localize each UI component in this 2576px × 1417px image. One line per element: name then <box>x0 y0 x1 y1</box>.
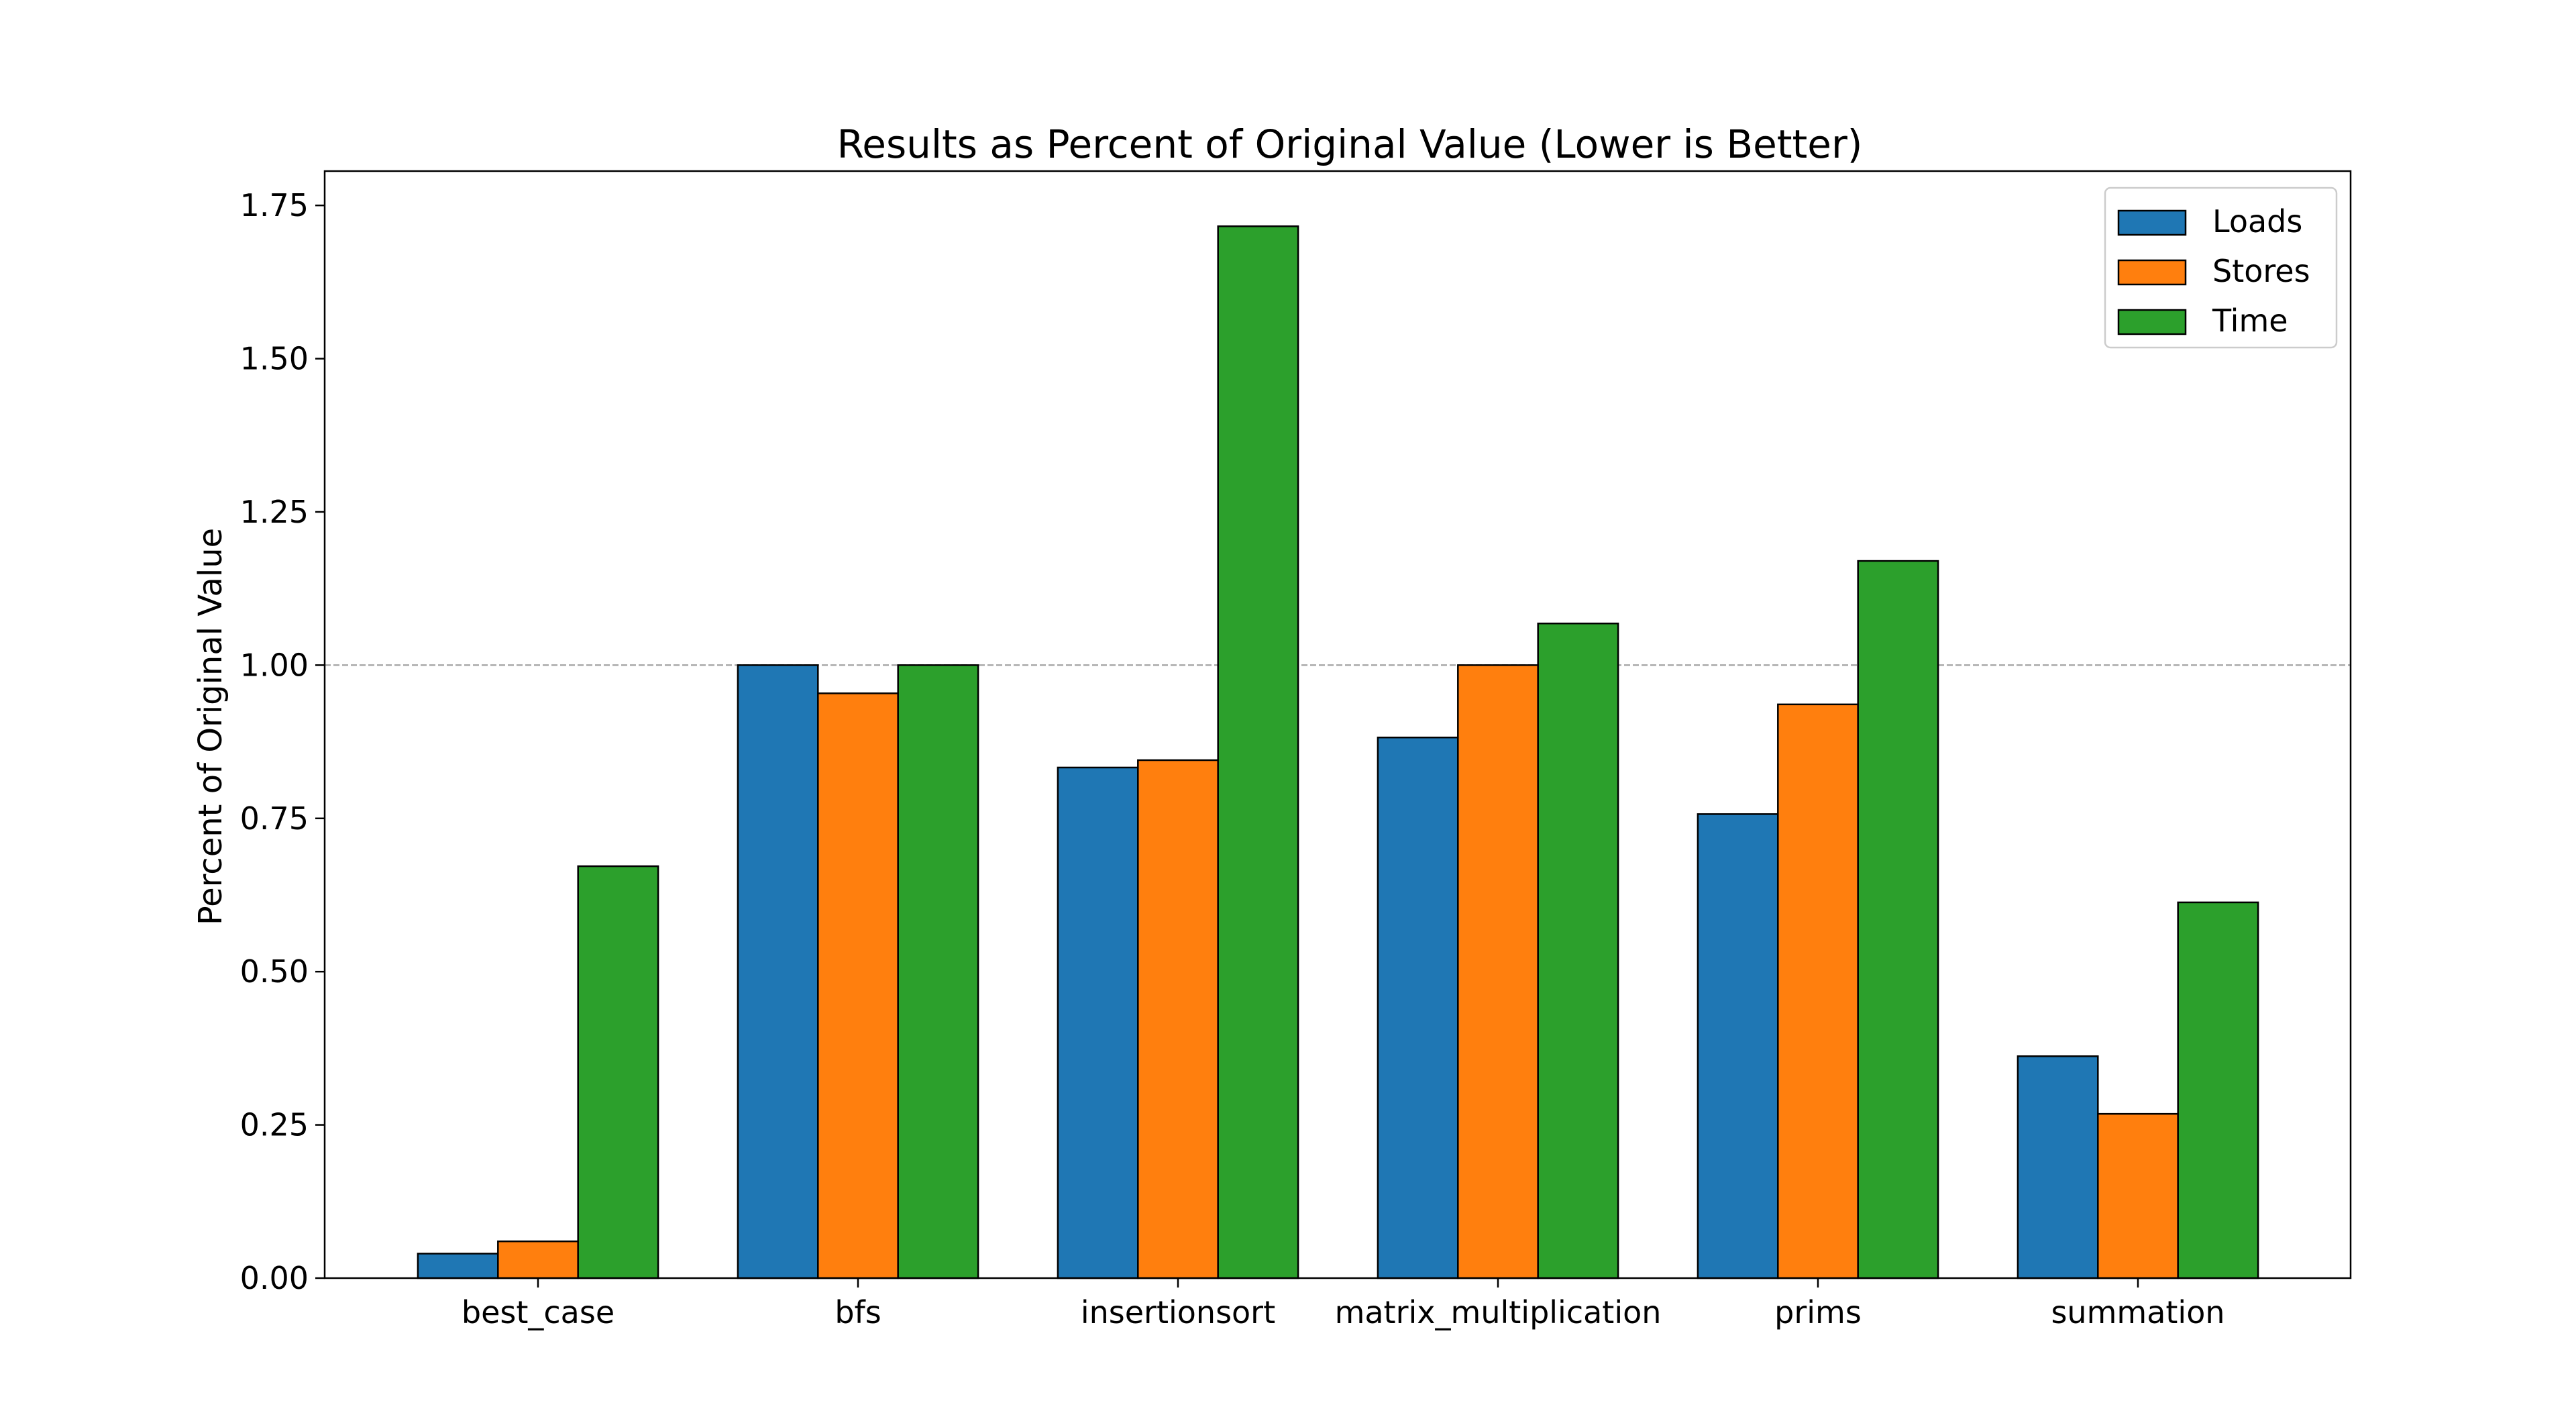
bar-time-bfs <box>897 664 979 1279</box>
y-tick-label: 0.75 <box>240 800 309 837</box>
x-tick-label: best_case <box>462 1294 614 1330</box>
y-tick-label: 0.00 <box>240 1260 309 1296</box>
y-tick-label: 1.25 <box>240 494 309 530</box>
y-tick-label: 0.50 <box>240 953 309 990</box>
bar-time-prims <box>1857 560 1939 1279</box>
plot-area-frame <box>323 170 2352 1279</box>
bar-stores-summation <box>2097 1112 2179 1279</box>
bar-loads-bfs <box>737 664 819 1279</box>
legend-label-time: Time <box>2212 303 2288 339</box>
x-tick-label: prims <box>1774 1294 1862 1330</box>
bar-loads-best_case <box>417 1253 499 1279</box>
bar-time-matrix_multiplication <box>1537 623 1619 1279</box>
x-tick-label: insertionsort <box>1081 1294 1275 1330</box>
bar-loads-summation <box>2017 1055 2099 1279</box>
y-tick-label: 0.25 <box>240 1107 309 1143</box>
x-axis: best_case bfs insertionsort matrix_multipli… <box>462 1278 2225 1330</box>
y-tick-label: 1.00 <box>240 647 309 683</box>
y-tick-label: 1.50 <box>240 341 309 377</box>
bar-stores-bfs <box>817 692 899 1279</box>
bar-loads-matrix_multiplication <box>1377 736 1459 1279</box>
bar-stores-insertionsort <box>1137 759 1219 1279</box>
legend-label-loads: Loads <box>2212 203 2302 240</box>
x-tick-label: summation <box>2051 1294 2224 1330</box>
legend-label-stores: Stores <box>2212 253 2310 289</box>
bars-layer <box>417 225 2259 1279</box>
y-axis-label: Percent of Original Value <box>192 528 229 925</box>
bar-time-insertionsort <box>1217 225 1299 1279</box>
y-axis: 0.00 0.25 0.50 0.75 1.00 1.25 1.50 1.75 <box>240 187 325 1296</box>
bar-stores-matrix_multiplication <box>1457 664 1539 1279</box>
legend-swatch-loads <box>2117 209 2187 236</box>
bar-stores-best_case <box>497 1240 579 1279</box>
legend-swatch-time <box>2117 309 2187 335</box>
bar-loads-insertionsort <box>1057 766 1139 1279</box>
legend: Loads Stores Time <box>2104 187 2338 349</box>
bar-time-summation <box>2177 901 2259 1279</box>
bar-time-best_case <box>577 865 659 1279</box>
chart-title: Results as Percent of Original Value (Lo… <box>837 121 1863 167</box>
bar-loads-prims <box>1697 813 1779 1279</box>
x-tick-label: matrix_multiplication <box>1335 1294 1662 1330</box>
bar-stores-prims <box>1777 703 1859 1279</box>
x-tick-label: bfs <box>835 1294 881 1330</box>
y-tick-label: 1.75 <box>240 187 309 223</box>
legend-swatch-stores <box>2117 259 2187 286</box>
